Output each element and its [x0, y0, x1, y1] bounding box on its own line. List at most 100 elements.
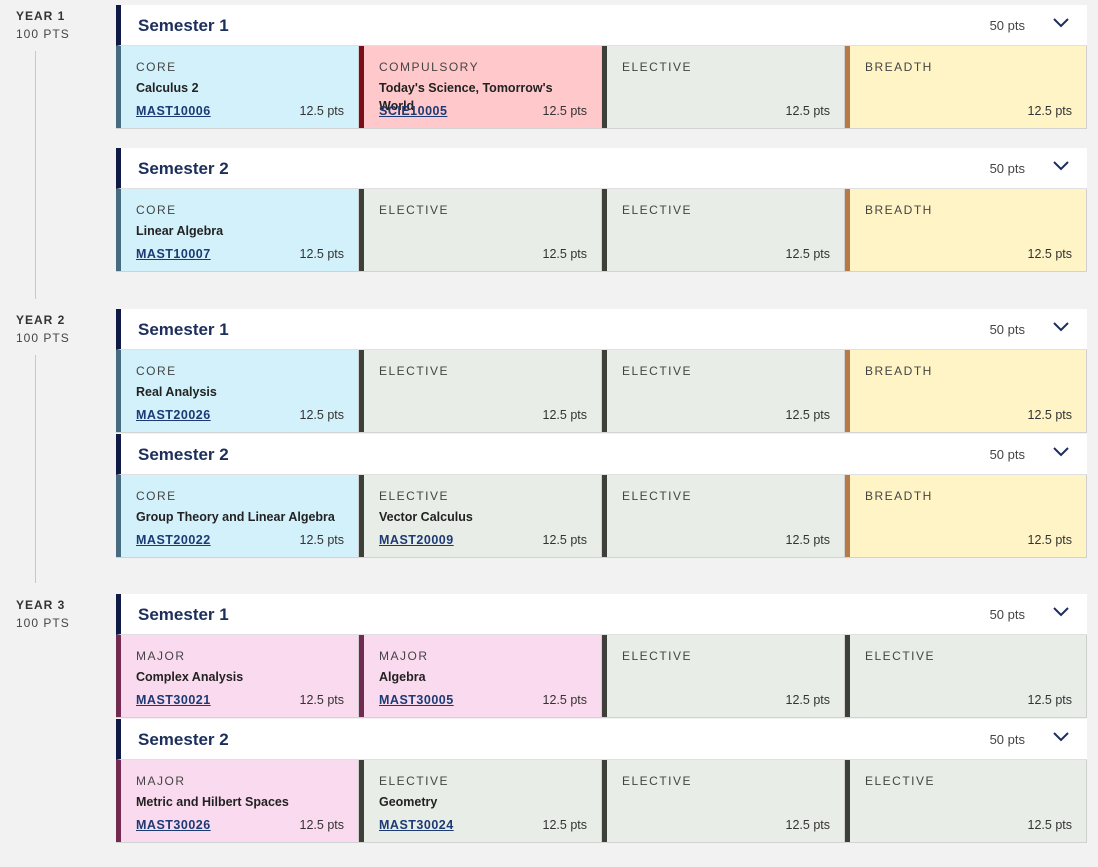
subject-type: BREADTH — [865, 489, 933, 503]
subject-code-link[interactable]: MAST20026 — [136, 408, 211, 422]
semester-block: Semester 1 50 pts CORE Real Analysis MAS… — [116, 309, 1087, 433]
subject-card[interactable]: MAJOR Metric and Hilbert Spaces MAST3002… — [116, 760, 359, 842]
year-points: 100 PTS — [16, 27, 70, 41]
year-label: YEAR 2 100 PTS — [16, 311, 70, 347]
semester-header[interactable]: Semester 1 50 pts — [116, 594, 1087, 635]
subject-points: 12.5 pts — [785, 818, 830, 832]
subject-type: CORE — [136, 203, 177, 217]
subject-type: ELECTIVE — [622, 203, 693, 217]
subject-card[interactable]: CORE Real Analysis MAST20026 12.5 pts — [116, 350, 359, 432]
subject-points: 12.5 pts — [299, 533, 344, 547]
subject-type: MAJOR — [136, 774, 186, 788]
subject-points: 12.5 pts — [785, 408, 830, 422]
subject-points: 12.5 pts — [1027, 247, 1072, 261]
subject-name: Group Theory and Linear Algebra — [136, 510, 335, 524]
year-divider-line — [35, 51, 36, 299]
subject-code-link[interactable]: MAST10006 — [136, 104, 211, 118]
subject-points: 12.5 pts — [785, 247, 830, 261]
subject-points: 12.5 pts — [1027, 533, 1072, 547]
chevron-down-icon[interactable] — [1051, 156, 1071, 176]
semester-points: 50 pts — [989, 607, 1025, 622]
subject-card[interactable]: CORE Calculus 2 MAST10006 12.5 pts — [116, 46, 359, 128]
subject-points: 12.5 pts — [785, 104, 830, 118]
semester-header[interactable]: Semester 2 50 pts — [116, 148, 1087, 189]
semester-points: 50 pts — [989, 161, 1025, 176]
subject-points: 12.5 pts — [542, 408, 587, 422]
subject-card[interactable]: BREADTH 12.5 pts — [845, 189, 1087, 271]
subject-card[interactable]: BREADTH 12.5 pts — [845, 475, 1087, 557]
subject-points: 12.5 pts — [299, 408, 344, 422]
subject-type: CORE — [136, 364, 177, 378]
subject-type: CORE — [136, 489, 177, 503]
semester-header[interactable]: Semester 2 50 pts — [116, 434, 1087, 475]
subject-type: COMPULSORY — [379, 60, 480, 74]
subject-points: 12.5 pts — [299, 104, 344, 118]
chevron-down-icon[interactable] — [1051, 602, 1071, 622]
subject-type: ELECTIVE — [622, 649, 693, 663]
subject-card[interactable]: ELECTIVE 12.5 pts — [602, 475, 845, 557]
subject-type: ELECTIVE — [622, 364, 693, 378]
subject-points: 12.5 pts — [542, 533, 587, 547]
subject-card[interactable]: CORE Group Theory and Linear Algebra MAS… — [116, 475, 359, 557]
chevron-down-icon[interactable] — [1051, 317, 1071, 337]
subject-row: MAJOR Complex Analysis MAST30021 12.5 pt… — [116, 635, 1087, 718]
year-name: YEAR 1 — [16, 9, 66, 23]
subject-card[interactable]: MAJOR Complex Analysis MAST30021 12.5 pt… — [116, 635, 359, 717]
subject-type: MAJOR — [379, 649, 429, 663]
subject-points: 12.5 pts — [1027, 408, 1072, 422]
chevron-down-icon[interactable] — [1051, 442, 1071, 462]
subject-code-link[interactable]: MAST10007 — [136, 247, 211, 261]
subject-points: 12.5 pts — [299, 247, 344, 261]
subject-code-link[interactable]: MAST30026 — [136, 818, 211, 832]
subject-points: 12.5 pts — [542, 693, 587, 707]
subject-code-link[interactable]: MAST20009 — [379, 533, 454, 547]
subject-type: BREADTH — [865, 203, 933, 217]
semester-block: Semester 1 50 pts MAJOR Complex Analysis… — [116, 594, 1087, 718]
chevron-down-icon[interactable] — [1051, 13, 1071, 33]
subject-card[interactable]: ELECTIVE 12.5 pts — [602, 635, 845, 717]
subject-card[interactable]: ELECTIVE Vector Calculus MAST20009 12.5 … — [359, 475, 602, 557]
subject-card[interactable]: COMPULSORY Today's Science, Tomorrow's W… — [359, 46, 602, 128]
subject-type: ELECTIVE — [622, 489, 693, 503]
subject-type: ELECTIVE — [865, 649, 936, 663]
semester-title: Semester 2 — [138, 159, 229, 178]
subject-type: BREADTH — [865, 364, 933, 378]
semester-header[interactable]: Semester 1 50 pts — [116, 309, 1087, 350]
subject-row: CORE Calculus 2 MAST10006 12.5 pts COMPU… — [116, 46, 1087, 129]
subject-card[interactable]: ELECTIVE 12.5 pts — [602, 760, 845, 842]
subject-card[interactable]: ELECTIVE Geometry MAST30024 12.5 pts — [359, 760, 602, 842]
semester-points: 50 pts — [989, 732, 1025, 747]
subject-code-link[interactable]: MAST30021 — [136, 693, 211, 707]
year-name: YEAR 3 — [16, 598, 66, 612]
subject-points: 12.5 pts — [542, 247, 587, 261]
subject-card[interactable]: BREADTH 12.5 pts — [845, 350, 1087, 432]
subject-points: 12.5 pts — [1027, 693, 1072, 707]
subject-points: 12.5 pts — [299, 818, 344, 832]
chevron-down-icon[interactable] — [1051, 727, 1071, 747]
semester-header[interactable]: Semester 1 50 pts — [116, 5, 1087, 46]
subject-name: Geometry — [379, 795, 438, 809]
subject-card[interactable]: MAJOR Algebra MAST30005 12.5 pts — [359, 635, 602, 717]
subject-card[interactable]: ELECTIVE 12.5 pts — [602, 350, 845, 432]
semester-block: Semester 2 50 pts CORE Linear Algebra MA… — [116, 148, 1087, 272]
subject-card[interactable]: ELECTIVE 12.5 pts — [359, 350, 602, 432]
subject-points: 12.5 pts — [299, 693, 344, 707]
subject-card[interactable]: ELECTIVE 12.5 pts — [359, 189, 602, 271]
semester-block: Semester 2 50 pts CORE Group Theory and … — [116, 434, 1087, 558]
subject-code-link[interactable]: MAST30005 — [379, 693, 454, 707]
subject-card[interactable]: ELECTIVE 12.5 pts — [602, 46, 845, 128]
subject-name: Vector Calculus — [379, 510, 473, 524]
subject-type: ELECTIVE — [379, 203, 450, 217]
subject-code-link[interactable]: SCIE10005 — [379, 104, 448, 118]
subject-code-link[interactable]: MAST30024 — [379, 818, 454, 832]
semester-header[interactable]: Semester 2 50 pts — [116, 719, 1087, 760]
subject-card[interactable]: ELECTIVE 12.5 pts — [845, 760, 1087, 842]
subject-card[interactable]: BREADTH 12.5 pts — [845, 46, 1087, 128]
subject-card[interactable]: ELECTIVE 12.5 pts — [602, 189, 845, 271]
subject-code-link[interactable]: MAST20022 — [136, 533, 211, 547]
subject-card[interactable]: CORE Linear Algebra MAST10007 12.5 pts — [116, 189, 359, 271]
subject-card[interactable]: ELECTIVE 12.5 pts — [845, 635, 1087, 717]
subject-points: 12.5 pts — [785, 693, 830, 707]
subject-name: Today's Science, Tomorrow's World — [379, 81, 553, 113]
subject-points: 12.5 pts — [542, 818, 587, 832]
